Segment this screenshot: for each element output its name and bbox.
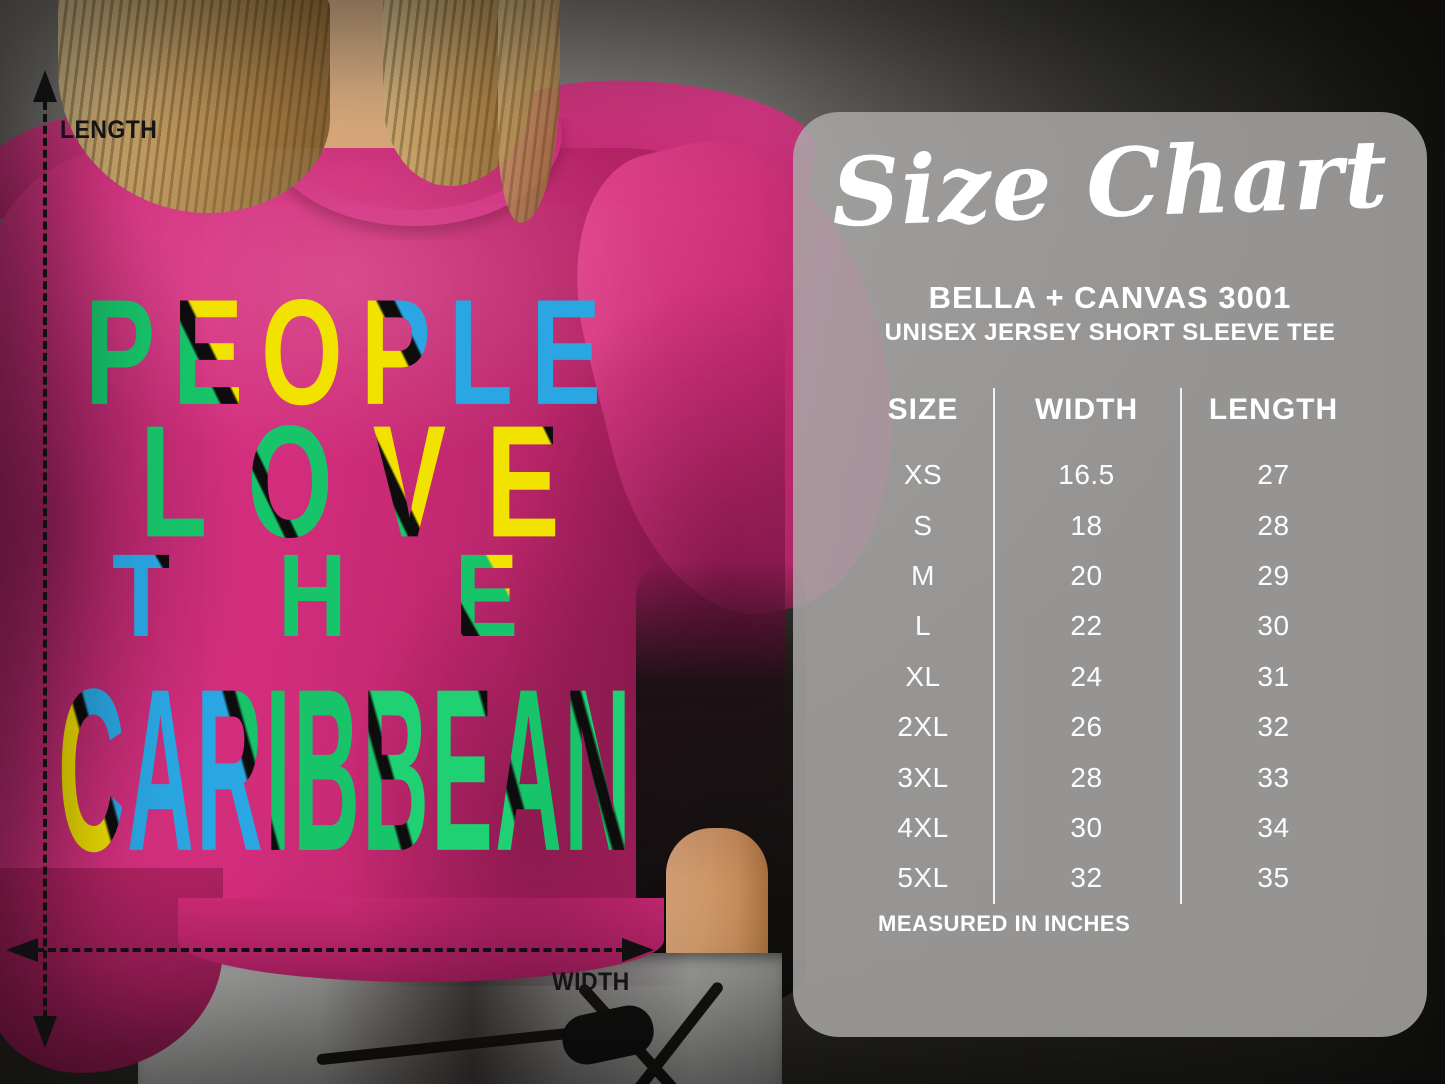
length-cell: 27	[1257, 459, 1290, 491]
table-row: L 22 30	[853, 601, 1367, 651]
panel-brand: BELLA + CANVAS 3001	[928, 280, 1292, 315]
size-cell: L	[914, 610, 932, 642]
size-table: SIZE WIDTH LENGTH XS 16.5 27 S 18 28 M 2…	[853, 388, 1367, 904]
length-cell: 29	[1257, 559, 1290, 591]
width-cell: 22	[1070, 610, 1103, 642]
width-label: WIDTH	[552, 968, 630, 996]
panel-product-name: UNISEX JERSEY SHORT SLEEVE TEE	[884, 319, 1336, 346]
length-dimension-line	[43, 102, 47, 1030]
length-cell: 28	[1257, 509, 1290, 541]
header-size: SIZE	[887, 393, 959, 426]
panel-title: Size Chart	[829, 119, 1390, 249]
size-cell: S	[913, 509, 933, 541]
length-cell: 32	[1257, 711, 1290, 743]
table-row: XS 16.5 27	[853, 450, 1367, 500]
width-cell: 16.5	[1058, 459, 1115, 491]
table-column-divider	[993, 388, 995, 904]
panel-footnote: MEASURED IN INCHES	[878, 911, 1131, 936]
size-cell: M	[911, 559, 935, 591]
width-dimension-line	[36, 948, 624, 952]
length-cell: 31	[1257, 660, 1290, 692]
length-cell: 30	[1257, 610, 1290, 642]
size-cell: 5XL	[897, 862, 949, 894]
width-cell: 26	[1070, 711, 1103, 743]
header-length: LENGTH	[1208, 393, 1339, 426]
table-row: 3XL 28 33	[853, 752, 1367, 802]
table-column-divider	[1180, 388, 1182, 904]
table-row: 2XL 26 32	[853, 702, 1367, 752]
size-cell: 4XL	[897, 811, 949, 843]
arrow-right-icon	[622, 938, 654, 962]
length-cell: 35	[1257, 862, 1290, 894]
table-header-row: SIZE WIDTH LENGTH	[853, 388, 1367, 434]
size-chart-panel: Size Chart BELLA + CANVAS 3001 UNISEX JE…	[793, 112, 1427, 1037]
table-row: S 18 28	[853, 500, 1367, 550]
table-row: 4XL 30 34	[853, 803, 1367, 853]
arrow-up-icon	[33, 70, 57, 102]
width-cell: 28	[1070, 761, 1103, 793]
size-cell: XL	[905, 660, 941, 692]
header-width: WIDTH	[1034, 393, 1139, 426]
table-row: M 20 29	[853, 551, 1367, 601]
table-row: XL 24 31	[853, 652, 1367, 702]
table-row: 5XL 32 35	[853, 853, 1367, 903]
length-cell: 33	[1257, 761, 1290, 793]
size-cell: 3XL	[897, 761, 949, 793]
width-cell: 32	[1070, 862, 1103, 894]
size-cell: XS	[903, 459, 943, 491]
arrow-down-icon	[33, 1016, 57, 1048]
length-cell: 34	[1257, 811, 1290, 843]
size-cell: 2XL	[897, 711, 949, 743]
arrow-left-icon	[6, 938, 38, 962]
width-cell: 24	[1070, 660, 1103, 692]
length-label: LENGTH	[60, 116, 158, 144]
width-cell: 20	[1070, 559, 1103, 591]
width-cell: 30	[1070, 811, 1103, 843]
width-cell: 18	[1070, 509, 1103, 541]
